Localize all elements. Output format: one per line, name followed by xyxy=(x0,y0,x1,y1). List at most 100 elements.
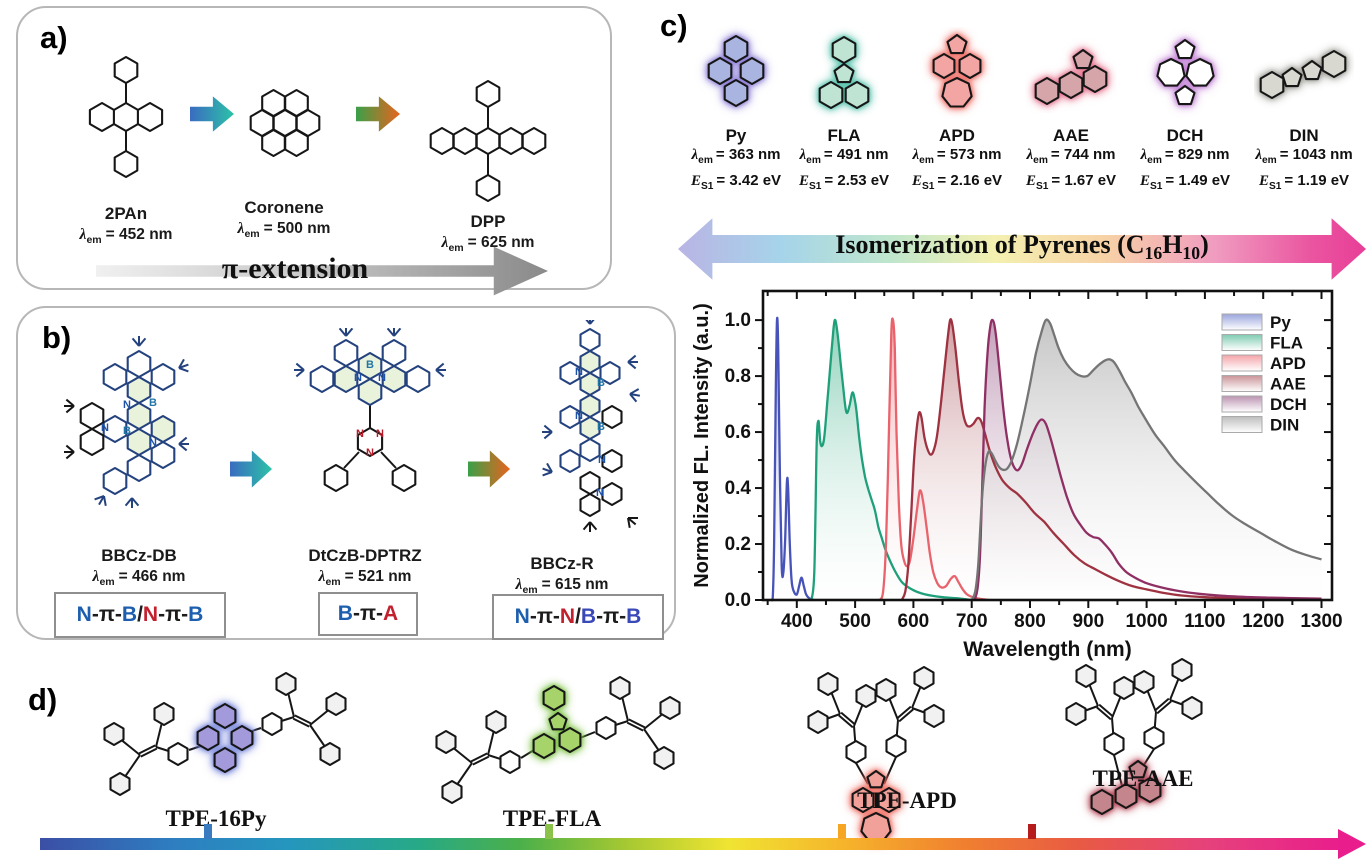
svg-text:N: N xyxy=(378,372,386,384)
svg-text:N: N xyxy=(376,428,384,440)
legend-item-DCH: DCH xyxy=(1221,395,1307,414)
molecule-emission: λem = 452 nm xyxy=(79,226,173,247)
svg-text:B: B xyxy=(597,421,605,433)
svg-text:N: N xyxy=(575,410,583,422)
tag-segment: B xyxy=(626,605,642,628)
gradient-arrow-icon xyxy=(468,450,510,488)
lambda-symbol: λ xyxy=(441,234,449,251)
py-svg xyxy=(707,34,765,108)
molecule-name: BBCz-DB xyxy=(101,546,177,565)
donor-acceptor-tag: N -π- N / B -π- B xyxy=(492,594,664,640)
svg-text:900: 900 xyxy=(1072,611,1104,632)
tag-segment: -π- xyxy=(158,603,189,626)
an2p-svg xyxy=(88,55,164,179)
svg-text:N: N xyxy=(598,454,606,466)
color-scale-arrowhead-icon xyxy=(1338,829,1366,859)
svg-text:0.2: 0.2 xyxy=(725,534,751,555)
gradient-arrow-icon xyxy=(190,96,234,132)
tag-segment: A xyxy=(383,602,399,625)
spectrum-curve-DCH xyxy=(973,318,1322,601)
spectrum-curve-DIN xyxy=(970,318,1322,601)
tag-segment: B xyxy=(580,605,597,628)
spectrum-curve-Py xyxy=(770,316,815,602)
isomer-item-fla: FLA λem = 491 nm ES1 = 2.53 eV xyxy=(791,22,897,192)
svg-text:600: 600 xyxy=(898,611,930,632)
svg-text:APD: APD xyxy=(1270,354,1306,373)
svg-text:800: 800 xyxy=(1014,611,1046,632)
svg-text:N: N xyxy=(123,399,131,411)
isomerization-label: Isomerization of Pyrenes (C16H10) xyxy=(835,230,1209,264)
apd-structure xyxy=(904,22,1010,124)
isomer-s1-energy: ES1 = 1.19 eV xyxy=(1258,172,1350,192)
compound-name: TPE-16Py xyxy=(165,806,267,831)
panel-d-label: d) xyxy=(28,682,58,717)
apd-svg xyxy=(932,33,982,108)
svg-text:0.4: 0.4 xyxy=(725,478,752,499)
spectrum-curve-AAE xyxy=(900,317,1322,601)
svg-text:Py: Py xyxy=(1270,313,1291,332)
molecule-emission: λem = 615 nm xyxy=(515,576,609,597)
tag-segment: B xyxy=(121,603,138,626)
emission-color-scale-bar xyxy=(40,838,1340,850)
compound-name: TPE-AAE xyxy=(1092,766,1194,791)
scale-tick-tpe-aae xyxy=(1028,824,1036,839)
molecule-2pan-structure xyxy=(66,32,184,202)
svg-text:0.6: 0.6 xyxy=(725,422,751,443)
svg-text:DCH: DCH xyxy=(1270,395,1307,414)
svg-text:FLA: FLA xyxy=(1270,334,1303,353)
svg-text:0.8: 0.8 xyxy=(725,366,751,387)
svg-text:B: B xyxy=(123,425,131,437)
svg-text:700: 700 xyxy=(956,611,988,632)
fluorescence-spectra-chart: 400 500 600 700 800 900 1000 1100 1200 1300 0.0 0.2… xyxy=(690,278,1367,668)
legend-item-AAE: AAE xyxy=(1221,375,1306,394)
dch-svg xyxy=(1156,38,1215,106)
spectrum-fill-APD xyxy=(879,318,990,600)
isomer-item-dch: DCH λem = 829 nm ES1 = 1.49 eV xyxy=(1132,22,1238,192)
x-axis-title: Wavelength (nm) xyxy=(963,638,1131,661)
svg-text:1100: 1100 xyxy=(1184,611,1225,632)
lambda-symbol: λ xyxy=(92,568,100,585)
svg-text:N: N xyxy=(354,372,362,384)
svg-text:B: B xyxy=(597,377,605,389)
gradient-arrow-icon xyxy=(230,450,272,488)
scale-tick-tpe-16py xyxy=(204,824,212,839)
aae-structure xyxy=(1017,22,1125,124)
molecule-emission: λem = 625 nm xyxy=(441,234,535,255)
isomer-name: APD xyxy=(939,126,975,145)
molecule-tpefla-structure xyxy=(392,666,722,821)
svg-text:1000: 1000 xyxy=(1125,611,1167,632)
svg-text:N: N xyxy=(575,366,583,378)
legend-item-APD: APD xyxy=(1221,354,1306,373)
fla-structure xyxy=(791,22,897,124)
isomer-name: Py xyxy=(725,126,747,145)
svg-text:DIN: DIN xyxy=(1270,416,1299,435)
svg-text:AAE: AAE xyxy=(1270,375,1306,394)
panel-c-label: c) xyxy=(660,8,688,43)
scale-tick-tpe-fla xyxy=(545,824,553,839)
molecule-tpeaae-structure xyxy=(1002,652,1262,852)
isomer-name: FLA xyxy=(827,126,861,145)
tag-segment: / xyxy=(137,603,143,626)
svg-text:N: N xyxy=(356,428,364,440)
dtczb-svg: N NBN NN xyxy=(294,326,446,493)
molecule-name: BBCz-R xyxy=(530,554,594,573)
lambda-symbol: λ xyxy=(318,568,326,585)
lambda-symbol: λ xyxy=(237,220,245,237)
tag-segment: N xyxy=(559,605,576,628)
tag-segment: -π- xyxy=(596,605,627,628)
molecule-bbczr-structure: N B N B N N xyxy=(518,314,670,550)
svg-text:0.0: 0.0 xyxy=(725,590,751,611)
svg-text:1300: 1300 xyxy=(1300,611,1342,632)
dch-structure xyxy=(1132,22,1238,124)
donor-acceptor-tag: B -π- A xyxy=(318,592,418,636)
tag-segment: -π- xyxy=(529,605,560,628)
isomer-s1-energy: ES1 = 1.67 eV xyxy=(1025,172,1117,192)
isomer-item-apd: APD λem = 573 nm ES1 = 2.16 eV xyxy=(904,22,1010,192)
spectrum-fill-Py xyxy=(771,317,815,601)
molecule-name: DtCzB-DPTRZ xyxy=(308,546,422,565)
spectrum-fill-DIN xyxy=(971,319,1322,600)
isomer-name: DCH xyxy=(1166,126,1204,145)
tag-segment: N xyxy=(142,603,159,626)
tag-segment: N xyxy=(76,603,92,626)
